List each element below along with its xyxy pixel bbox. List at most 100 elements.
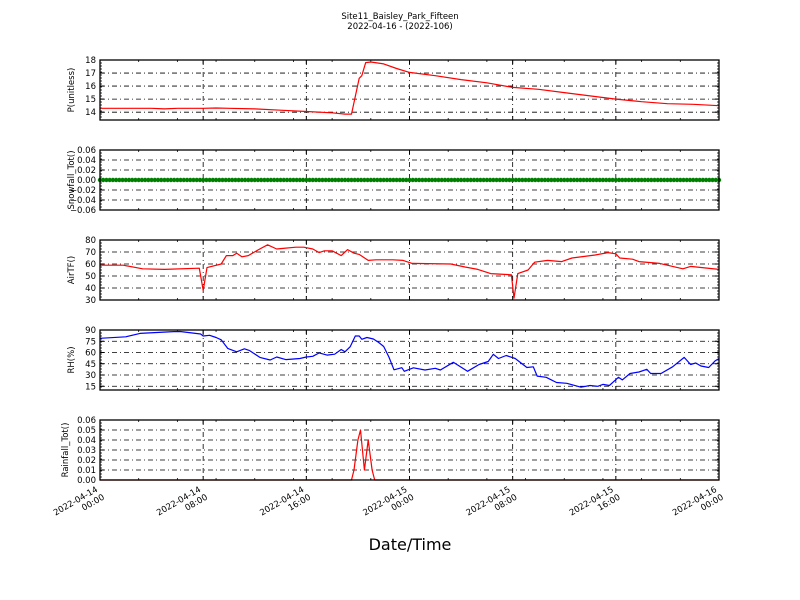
snowfall-point xyxy=(130,177,135,183)
y-tick-label: −0.06 xyxy=(70,206,96,216)
snowfall-point xyxy=(291,177,296,183)
subplot-1: 14 15 16 17 18 P(unitless) xyxy=(67,56,720,121)
snowfall-point xyxy=(539,177,544,183)
snowfall-point xyxy=(584,177,590,183)
y-tick-label: 0.06 xyxy=(77,416,96,426)
snowfall-point xyxy=(516,177,522,183)
snowfall-point xyxy=(223,177,228,183)
axes-frame xyxy=(99,59,720,121)
snowfall-point xyxy=(329,177,335,183)
snowfall-point xyxy=(684,177,689,183)
y-tick-label: 60 xyxy=(85,349,96,359)
snowfall-point xyxy=(336,177,341,183)
y-tick-label: 0.05 xyxy=(77,426,96,436)
snowfall-point xyxy=(200,177,206,183)
snowfall-point xyxy=(674,177,680,183)
snowfall-point xyxy=(552,177,557,183)
snowfall-point xyxy=(636,177,641,183)
y-tick-label: 15 xyxy=(85,382,96,392)
snowfall-point xyxy=(339,177,344,183)
y-tick-label: 90 xyxy=(85,326,96,336)
snowfall-point xyxy=(433,177,438,183)
snowfall-point xyxy=(355,177,361,183)
snowfall-point xyxy=(494,177,499,183)
snowfall-point xyxy=(213,177,219,183)
snowfall-point xyxy=(616,177,622,183)
chart-title-line-1: Site11_Baisley_Park_Fifteen xyxy=(341,12,458,22)
snowfall-point xyxy=(255,177,261,183)
snowfall-point xyxy=(475,177,480,183)
snowfall-point xyxy=(613,177,619,183)
snowfall-point xyxy=(152,177,158,183)
snowfall-point xyxy=(281,177,286,183)
snowfall-point xyxy=(271,177,277,183)
snowfall-point xyxy=(691,177,696,183)
y-tick-label: 0.04 xyxy=(77,436,96,446)
snowfall-point xyxy=(123,177,128,183)
snowfall-point xyxy=(262,177,267,183)
y-tick-label: −0.04 xyxy=(70,196,96,206)
snowfall-point xyxy=(442,177,448,183)
snowfall-point xyxy=(381,177,386,183)
snowfall-point xyxy=(249,177,254,183)
snowfall-point xyxy=(149,177,154,183)
x-tick-label: 2022-04-1600:00 xyxy=(671,484,726,527)
snowfall-point xyxy=(304,177,309,183)
snowfall-point xyxy=(313,177,319,183)
y-tick-label: 40 xyxy=(85,284,96,294)
snowfall-point xyxy=(526,177,531,183)
y-tick-label: 17 xyxy=(85,69,96,79)
snowfall-point xyxy=(326,177,332,183)
x-axis-label: Date/Time xyxy=(369,535,452,554)
snowfall-point xyxy=(239,177,245,183)
snowfall-point xyxy=(320,177,325,183)
snowfall-point xyxy=(365,177,370,183)
snowfall-point xyxy=(220,177,225,183)
snowfall-point xyxy=(197,177,203,183)
snowfall-point xyxy=(307,177,312,183)
snowfall-point xyxy=(371,177,377,183)
axes-frame xyxy=(99,419,720,481)
snowfall-point xyxy=(487,177,493,183)
snowfall-point xyxy=(159,177,164,183)
snowfall-point xyxy=(574,177,580,183)
snowfall-point xyxy=(268,177,274,183)
snowfall-point xyxy=(529,177,535,183)
x-tick-label: 2022-04-1416:00 xyxy=(258,484,313,527)
snowfall-point xyxy=(581,177,586,183)
x-tick-label: 2022-04-1400:00 xyxy=(52,484,107,527)
y-axis-label: Snowfall_Tot() xyxy=(67,150,77,209)
snowfall-point xyxy=(439,177,444,183)
y-tick-label: 75 xyxy=(85,337,96,347)
x-tick-label: 2022-04-1508:00 xyxy=(465,484,520,527)
snowfall-point xyxy=(707,177,712,183)
snowfall-point xyxy=(378,177,383,183)
snowfall-point xyxy=(471,177,477,183)
snowfall-point xyxy=(384,177,390,183)
snowfall-point xyxy=(678,177,683,183)
y-tick-label: 0.00 xyxy=(77,476,96,486)
snowfall-point xyxy=(104,177,109,183)
snowfall-point xyxy=(658,177,664,183)
snowfall-point xyxy=(101,177,106,183)
series-line-punitless xyxy=(100,61,720,115)
snowfall-point xyxy=(513,177,519,183)
x-tick-label: 2022-04-1516:00 xyxy=(568,484,623,527)
snowfall-point xyxy=(246,177,251,183)
snowfall-point xyxy=(300,177,306,183)
snowfall-point xyxy=(639,177,644,183)
snowfall-point xyxy=(462,177,467,183)
y-tick-label: 0.00 xyxy=(77,176,96,186)
snowfall-point xyxy=(510,177,515,183)
snowfall-point xyxy=(610,177,615,183)
snowfall-point xyxy=(294,177,299,183)
snowfall-point xyxy=(252,177,257,183)
snowfall-point xyxy=(504,177,509,183)
snowfall-point xyxy=(236,177,241,183)
y-axis-label: Rainfall_Tot() xyxy=(61,423,71,478)
subplot-2: −0.06−0.04−0.020.000.020.040.06Snowfall_… xyxy=(67,146,722,216)
snowfall-point xyxy=(623,177,628,183)
snowfall-point xyxy=(562,177,567,183)
snowfall-point xyxy=(600,177,606,183)
snowfall-point xyxy=(665,177,670,183)
